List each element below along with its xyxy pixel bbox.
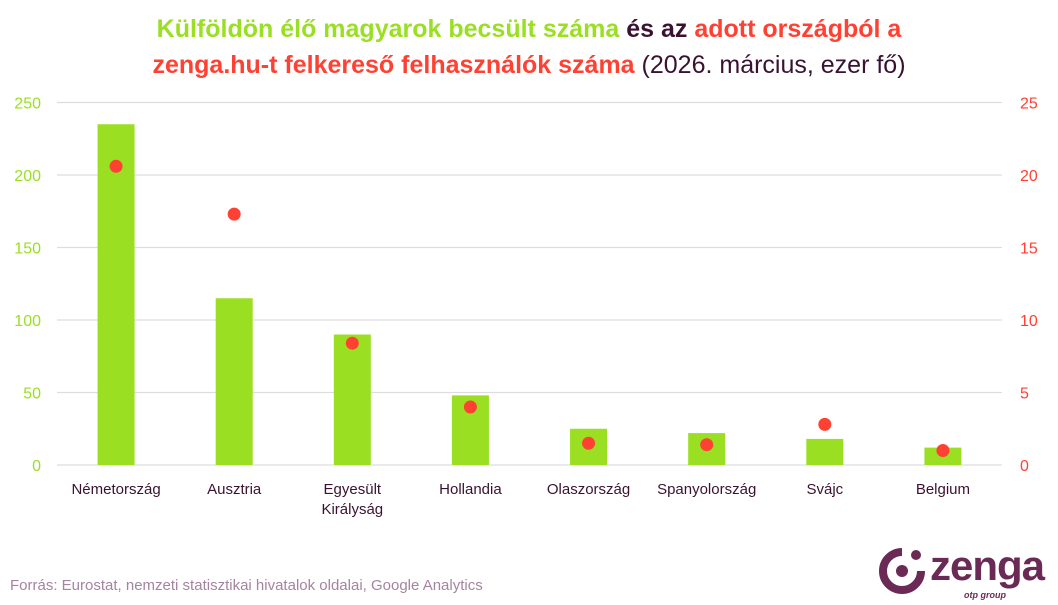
logo-wordmark: zenga: [930, 542, 1045, 589]
y-axis-left-tick: 250: [14, 96, 41, 113]
x-axis-label: Belgium: [916, 481, 970, 498]
zenga-logo-icon: [879, 548, 925, 594]
x-axis-label: Hollandia: [439, 481, 502, 498]
y-axis-right-tick: 20: [1020, 168, 1038, 185]
dot-Spanyolország: [700, 438, 714, 452]
bar-Ausztria: [215, 298, 253, 465]
y-axis-right-tick: 10: [1020, 313, 1038, 330]
title-part-red: adott országból a: [694, 15, 902, 43]
logo-subtext: otp group: [964, 590, 1006, 600]
dot-Belgium: [936, 444, 950, 457]
bar-Egyesült Királyság: [333, 334, 371, 465]
y-axis-left-tick: 50: [23, 386, 41, 403]
dot-Németország: [109, 159, 123, 173]
y-axis-left-tick: 0: [32, 458, 41, 475]
y-axis-left-tick: 150: [14, 241, 41, 258]
dot-Svájc: [818, 417, 832, 431]
y-axis-right-tick: 5: [1020, 386, 1029, 403]
x-axis-label: Ausztria: [207, 481, 262, 498]
title-part-dark: és az: [626, 15, 688, 43]
x-axis-label: Svájc: [806, 481, 843, 498]
x-axis-label: Németország: [71, 481, 160, 498]
chart-title-line2: zenga.hu-t felkereső felhasználók száma …: [0, 48, 1058, 82]
y-axis-right-tick: 0: [1020, 458, 1029, 475]
x-axis-label: Királyság: [321, 501, 383, 518]
dot-Ausztria: [227, 207, 241, 221]
zenga-logo: zenga otp group: [878, 542, 1053, 604]
dot-Olaszország: [582, 436, 596, 450]
y-axis-left-tick: 100: [14, 313, 41, 330]
y-axis-right-tick: 25: [1020, 96, 1038, 113]
title-subtitle: (2026. március, ezer fő): [641, 51, 906, 79]
chart-title-line1: Külföldön élő magyarok becsült száma és …: [0, 12, 1058, 46]
bar-Németország: [97, 124, 135, 465]
y-axis-left-tick: 200: [14, 168, 41, 185]
x-axis-label: Olaszország: [547, 481, 630, 498]
dot-Hollandia: [463, 400, 477, 414]
chart: 0 50 100 150 200 250 0 5 10 15 20 25 Németország Ausz…: [14, 96, 1038, 519]
x-axis-label: Spanyolország: [657, 481, 756, 498]
title-part-green: Külföldön élő magyarok becsült száma: [156, 15, 620, 43]
title-part-red-2: zenga.hu-t felkereső felhasználók száma: [152, 51, 635, 79]
x-axis-label: Egyesült: [324, 481, 382, 498]
dot-Egyesült Királyság: [345, 336, 359, 350]
source-note: Forrás: Eurostat, nemzeti statisztikai h…: [10, 577, 483, 594]
bar-Svájc: [806, 438, 844, 465]
y-axis-right-tick: 15: [1020, 241, 1038, 258]
